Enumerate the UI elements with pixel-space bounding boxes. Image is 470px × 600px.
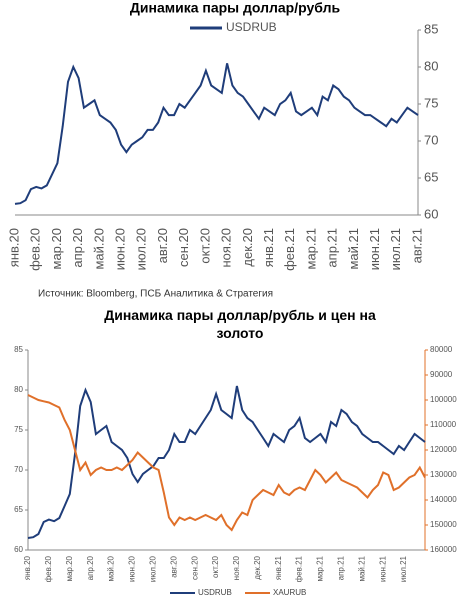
x-tick-label: мар.20 bbox=[65, 555, 74, 581]
legend-label: USDRUB bbox=[198, 588, 232, 597]
x-tick-label: апр.21 bbox=[325, 228, 340, 268]
source-note: Источник: Bloomberg, ПСБ Аналитика & Стр… bbox=[38, 289, 273, 300]
x-tick-label: ноя.20 bbox=[232, 555, 241, 580]
y-tick-label: 60 bbox=[14, 545, 23, 554]
x-tick-label: янв.21 bbox=[274, 555, 283, 580]
y-tick-label: 65 bbox=[424, 169, 438, 184]
y-tick-label: 85 bbox=[424, 21, 438, 36]
x-tick-label: июн.20 bbox=[112, 228, 127, 270]
x-tick-label: июн.20 bbox=[128, 555, 137, 582]
x-tick-label: фев.20 bbox=[28, 228, 43, 271]
chart-title: Динамика пары доллар/рубль bbox=[130, 0, 341, 16]
x-tick-label: май.20 bbox=[107, 555, 116, 581]
x-tick-label: фев.21 bbox=[282, 228, 297, 271]
data-line bbox=[27, 385, 426, 539]
y-tick-label: 65 bbox=[14, 505, 23, 514]
x-tick-label: авг.20 bbox=[155, 228, 170, 263]
x-tick-label: дек.20 bbox=[253, 555, 262, 579]
y-tick-label: 80 bbox=[14, 385, 23, 394]
x-tick-label: окт.20 bbox=[197, 228, 212, 264]
x-tick-label: авг.20 bbox=[169, 555, 178, 577]
x-tick-label: июн.21 bbox=[367, 228, 382, 270]
x-tick-label: фев.21 bbox=[295, 555, 304, 582]
x-tick-label: янв.20 bbox=[23, 555, 32, 580]
x-tick-label: ноя.20 bbox=[219, 228, 234, 268]
x-tick-label: фев.20 bbox=[44, 555, 53, 582]
y-tick-label: 75 bbox=[14, 425, 23, 434]
x-tick-label: апр.21 bbox=[337, 555, 346, 580]
legend-label: USDRUB bbox=[226, 20, 277, 34]
y2-tick-label: 100000 bbox=[430, 395, 457, 404]
x-tick-label: мар.21 bbox=[316, 555, 325, 581]
x-tick-label: апр.20 bbox=[86, 555, 95, 580]
data-line bbox=[14, 63, 419, 205]
y2-tick-label: 110000 bbox=[430, 420, 457, 429]
x-tick-label: авг.21 bbox=[409, 228, 424, 263]
y2-tick-label: 140000 bbox=[430, 495, 457, 504]
y2-tick-label: 160000 bbox=[430, 545, 457, 554]
x-tick-label: май.20 bbox=[91, 228, 106, 270]
x-tick-label: июл.21 bbox=[388, 228, 403, 270]
data-line bbox=[27, 394, 426, 532]
x-tick-label: дек.20 bbox=[240, 228, 255, 267]
x-tick-label: июл.20 bbox=[134, 228, 149, 270]
x-tick-label: окт.20 bbox=[211, 555, 220, 577]
y2-tick-label: 80000 bbox=[430, 345, 453, 354]
y-tick-label: 80 bbox=[424, 58, 438, 73]
y-tick-label: 75 bbox=[424, 95, 438, 110]
y-tick-label: 70 bbox=[424, 132, 438, 147]
legend-label: XAURUB bbox=[273, 588, 306, 597]
x-tick-label: сен.20 bbox=[176, 228, 191, 267]
y-tick-label: 60 bbox=[424, 206, 438, 221]
x-tick-label: мар.20 bbox=[49, 228, 64, 269]
y2-tick-label: 130000 bbox=[430, 470, 457, 479]
y2-tick-label: 120000 bbox=[430, 445, 457, 454]
y2-tick-label: 90000 bbox=[430, 370, 453, 379]
y-tick-label: 70 bbox=[14, 465, 23, 474]
x-tick-label: апр.20 bbox=[70, 228, 85, 268]
x-tick-label: мар.21 bbox=[303, 228, 318, 269]
x-tick-label: янв.21 bbox=[261, 228, 276, 267]
x-tick-label: июн.21 bbox=[378, 555, 387, 582]
y2-tick-label: 150000 bbox=[430, 520, 457, 529]
chart-title: Динамика пары доллар/рубль и цен на золо… bbox=[104, 307, 376, 341]
y-tick-label: 85 bbox=[14, 345, 23, 354]
x-tick-label: май.21 bbox=[346, 228, 361, 270]
x-tick-label: июл.20 bbox=[148, 555, 157, 582]
x-tick-label: сен.20 bbox=[190, 555, 199, 580]
x-tick-label: янв.20 bbox=[6, 228, 21, 267]
x-tick-label: май.21 bbox=[357, 555, 366, 581]
x-tick-label: июл.21 bbox=[399, 555, 408, 582]
